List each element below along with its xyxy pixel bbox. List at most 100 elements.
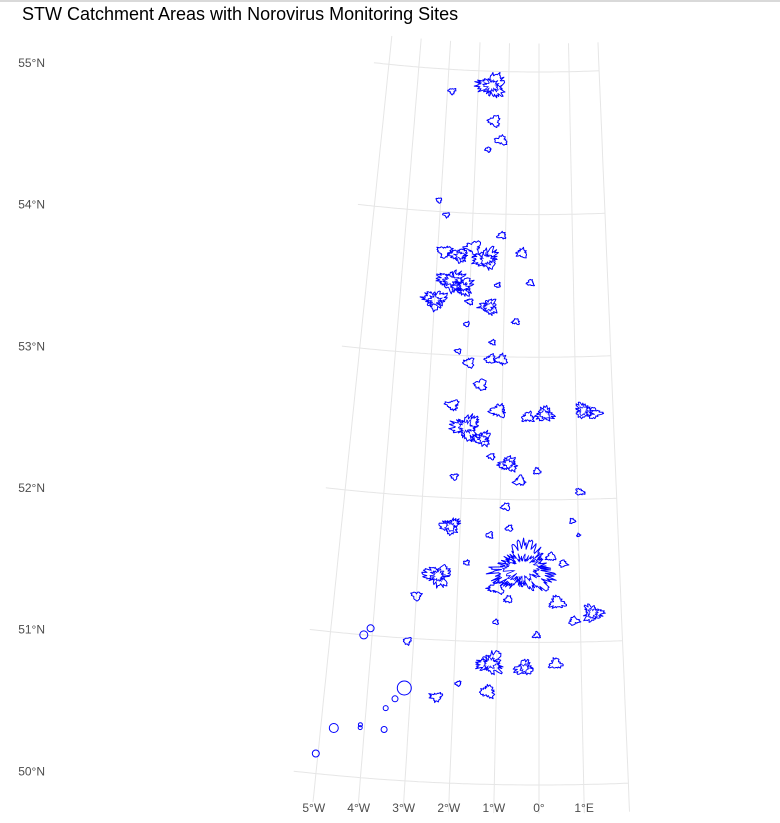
catchment-areas bbox=[402, 71, 606, 704]
catchment-outline bbox=[510, 318, 521, 326]
catchment-outline bbox=[493, 352, 509, 366]
catchment-outline bbox=[410, 591, 423, 602]
catchment-outline bbox=[574, 487, 586, 496]
catchment-outline bbox=[454, 680, 462, 687]
catchment-outline bbox=[436, 245, 454, 259]
catchment-outline bbox=[493, 281, 501, 289]
catchment-outline bbox=[558, 559, 570, 568]
monitoring-site-marker bbox=[328, 723, 339, 733]
monitoring-site-marker bbox=[366, 624, 375, 633]
lat-tick-label: 50°N bbox=[18, 764, 45, 778]
catchment-outline bbox=[493, 134, 508, 146]
catchment-outline bbox=[588, 406, 605, 420]
catchment-outline bbox=[428, 692, 444, 704]
catchment-outline bbox=[496, 455, 519, 473]
monitoring-site-marker bbox=[380, 726, 388, 733]
lon-tick-label: 0° bbox=[533, 801, 545, 815]
lon-tick-label: 4°W bbox=[347, 801, 370, 815]
catchment-outline bbox=[496, 230, 507, 240]
catchment-inner-outline bbox=[443, 520, 457, 533]
catchment-outline bbox=[525, 278, 535, 287]
catchment-outline bbox=[504, 524, 514, 532]
catchment-outline bbox=[478, 683, 496, 700]
catchment-outline bbox=[499, 502, 511, 512]
catchment-outline bbox=[484, 146, 492, 153]
catchment-inner-outline bbox=[482, 655, 500, 671]
meridian-line bbox=[493, 43, 510, 814]
catchment-outline bbox=[463, 559, 470, 566]
top-border bbox=[0, 0, 780, 2]
catchment-outline bbox=[582, 603, 606, 623]
catchment-inner-outline bbox=[501, 553, 543, 585]
meridian-line bbox=[597, 42, 630, 812]
latitude-labels: 55°N 54°N 53°N 52°N 51°N 50°N bbox=[18, 56, 45, 779]
catchment-outline bbox=[435, 197, 443, 204]
catchment-outline bbox=[476, 298, 498, 316]
map-title: STW Catchment Areas with Norovirus Monit… bbox=[22, 4, 459, 24]
catchment-inner-outline bbox=[586, 607, 600, 620]
catchment-outline bbox=[576, 532, 582, 538]
lat-tick-label: 53°N bbox=[18, 339, 45, 353]
meridian-line bbox=[402, 40, 452, 810]
catchment-inner-outline bbox=[502, 457, 516, 470]
parallel-line bbox=[373, 62, 600, 73]
catchment-outline bbox=[472, 378, 488, 391]
monitoring-sites bbox=[311, 624, 412, 758]
lon-tick-label: 1°E bbox=[574, 801, 593, 815]
catchment-inner-outline bbox=[482, 301, 495, 312]
catchment-outline bbox=[475, 650, 504, 676]
catchment-outline bbox=[532, 466, 542, 475]
catchment-outline bbox=[419, 290, 448, 313]
graticule bbox=[293, 35, 630, 814]
catchment-outline bbox=[402, 637, 412, 646]
meridian-line bbox=[357, 38, 422, 807]
monitoring-site-marker bbox=[311, 749, 320, 758]
catchment-outline bbox=[471, 245, 499, 271]
catchment-outline bbox=[492, 618, 500, 625]
catchment-inner-outline bbox=[426, 292, 444, 307]
monitoring-site-marker bbox=[396, 680, 412, 696]
catchment-outline bbox=[448, 413, 480, 443]
monitoring-site-marker bbox=[357, 722, 363, 728]
monitoring-site-marker bbox=[357, 725, 363, 731]
catchment-outline bbox=[447, 88, 457, 96]
catchment-outline bbox=[485, 453, 496, 461]
catchment-outline bbox=[521, 410, 535, 423]
lat-tick-label: 54°N bbox=[18, 198, 45, 212]
lon-tick-label: 3°W bbox=[392, 801, 415, 815]
catchment-outline bbox=[485, 537, 557, 592]
catchment-outline bbox=[568, 615, 582, 626]
catchment-outline bbox=[511, 474, 527, 486]
catchment-inner-outline bbox=[453, 251, 467, 262]
catchment-outline bbox=[534, 404, 556, 422]
lon-tick-label: 1°W bbox=[482, 801, 505, 815]
lon-tick-label: 5°W bbox=[302, 801, 325, 815]
meridian-line bbox=[312, 35, 393, 802]
parallel-line bbox=[325, 487, 617, 501]
catchment-outline bbox=[569, 517, 577, 525]
catchment-outline bbox=[488, 338, 496, 346]
catchment-inner-outline bbox=[576, 405, 590, 416]
catchment-outline bbox=[443, 399, 460, 412]
catchment-inner-outline bbox=[481, 78, 500, 94]
catchment-outline bbox=[548, 594, 567, 609]
catchment-outline bbox=[449, 473, 460, 481]
monitoring-site-marker bbox=[359, 630, 369, 640]
parallel-line bbox=[341, 345, 611, 358]
parallel-line bbox=[293, 770, 629, 786]
meridian-line bbox=[448, 42, 481, 812]
monitoring-site-marker bbox=[391, 695, 399, 703]
catchment-outline bbox=[462, 357, 475, 369]
catchment-outline bbox=[515, 246, 527, 259]
catchment-outline bbox=[464, 298, 474, 306]
catchment-outline bbox=[544, 551, 557, 561]
meridian-line bbox=[568, 43, 585, 814]
catchment-outline bbox=[453, 348, 462, 355]
catchment-outline bbox=[486, 114, 501, 128]
catchment-outline bbox=[438, 517, 462, 536]
lon-tick-label: 2°W bbox=[437, 801, 460, 815]
catchment-outline bbox=[442, 212, 451, 219]
catchment-outline bbox=[502, 594, 513, 604]
catchment-outline bbox=[470, 429, 491, 448]
